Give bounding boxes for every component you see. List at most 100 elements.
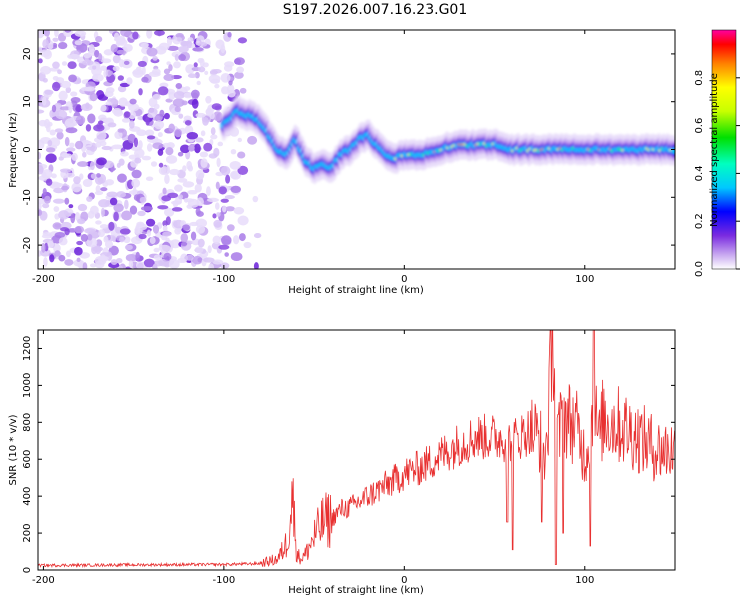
noise-blob [75,115,86,125]
noise-blob [137,262,144,269]
noise-blob [128,103,140,112]
noise-blob [149,236,156,245]
noise-blob [166,142,175,149]
noise-blob [197,238,205,248]
noise-blob [65,86,72,94]
y-tick-label: 1000 [22,373,33,398]
noise-blob [100,58,112,64]
noise-blob [211,69,222,74]
y-tick-label: 400 [22,487,33,506]
noise-blob [65,153,72,158]
noise-blob [185,64,195,74]
noise-blob [104,90,114,98]
noise-blob [238,233,246,242]
noise-blob [38,152,42,160]
noise-blob [204,70,209,76]
noise-blob [140,206,153,211]
colorbar-tick-label: 0.8 [694,70,705,86]
noise-blob [117,173,127,183]
noise-blob [97,120,104,125]
noise-blob [226,224,235,232]
noise-blob [200,158,208,169]
noise-blob [64,259,74,266]
y-tick-label: -10 [22,189,33,205]
noise-blob [162,187,167,195]
noise-blob [84,86,96,92]
noise-blob [77,161,89,167]
noise-blob [79,252,90,259]
noise-blob [200,130,206,137]
noise-blob [166,36,173,47]
noise-blob [96,89,105,100]
noise-blob [192,47,204,52]
figure-title: S197.2026.007.16.23.G01 [282,2,468,18]
noise-blob [227,89,236,98]
noise-blob [61,61,68,66]
noise-blob [119,82,130,88]
noise-blob [41,96,47,106]
noise-blob [120,30,132,37]
noise-blob [190,231,197,241]
noise-blob [184,120,192,126]
noise-blob [182,224,191,231]
noise-blob [203,142,213,152]
noise-blob [195,169,205,180]
noise-blob [94,260,105,269]
noise-blob [119,228,131,235]
noise-blob [38,202,42,211]
noise-blob [148,71,161,77]
colorbar-label: Normalized spectral amplitude [709,73,720,227]
noise-blob [137,60,147,67]
noise-blob [98,199,110,208]
noise-blob [224,195,235,200]
noise-blob [216,157,221,168]
noise-blob [58,90,68,101]
noise-blob [165,155,178,164]
noise-blob [110,44,118,53]
noise-blob [128,260,134,268]
noise-blob [74,40,83,46]
noise-blob [131,236,143,245]
noise-blob [171,207,183,212]
noise-blob [220,166,231,176]
noise-blob [95,220,102,225]
noise-blob [82,178,93,188]
noise-blob [117,75,124,81]
noise-blob [42,39,49,49]
colorbar-gradient [711,29,737,270]
noise-blob [195,218,208,228]
noise-blob [197,58,204,64]
noise-blob [46,124,51,133]
snr-y-ticks: 0 200 400 600 800 1000 1200 [22,336,675,573]
noise-blob [53,206,60,213]
noise-blob [135,251,141,262]
noise-blob [60,80,72,89]
snr-frame [37,329,676,571]
noise-blob [157,205,169,210]
noise-blob [58,210,70,220]
colorbar-ticks: 0.0 0.2 0.4 0.6 0.8 [694,70,740,277]
noise-blob [70,213,76,224]
noise-blob [247,135,258,145]
noise-blob [215,181,220,190]
noise-blob [100,65,107,71]
noise-blob [224,252,229,257]
noise-blob [153,247,160,253]
noise-blob [162,231,172,237]
noise-blob [167,192,179,199]
noise-blob [41,242,46,253]
noise-blob [110,259,118,265]
y-tick-label: 0 [22,567,33,573]
noise-blob [225,206,235,212]
noise-blob [89,161,95,171]
noise-blob [237,137,242,143]
noise-blob [138,140,143,150]
noise-blob [112,65,120,72]
noise-blob [65,172,75,178]
noise-blob [183,92,193,99]
noise-blob [146,30,153,39]
noise-blob [129,98,137,105]
noise-blob [172,200,179,208]
noise-blob [41,234,53,239]
noise-blob [107,70,114,76]
